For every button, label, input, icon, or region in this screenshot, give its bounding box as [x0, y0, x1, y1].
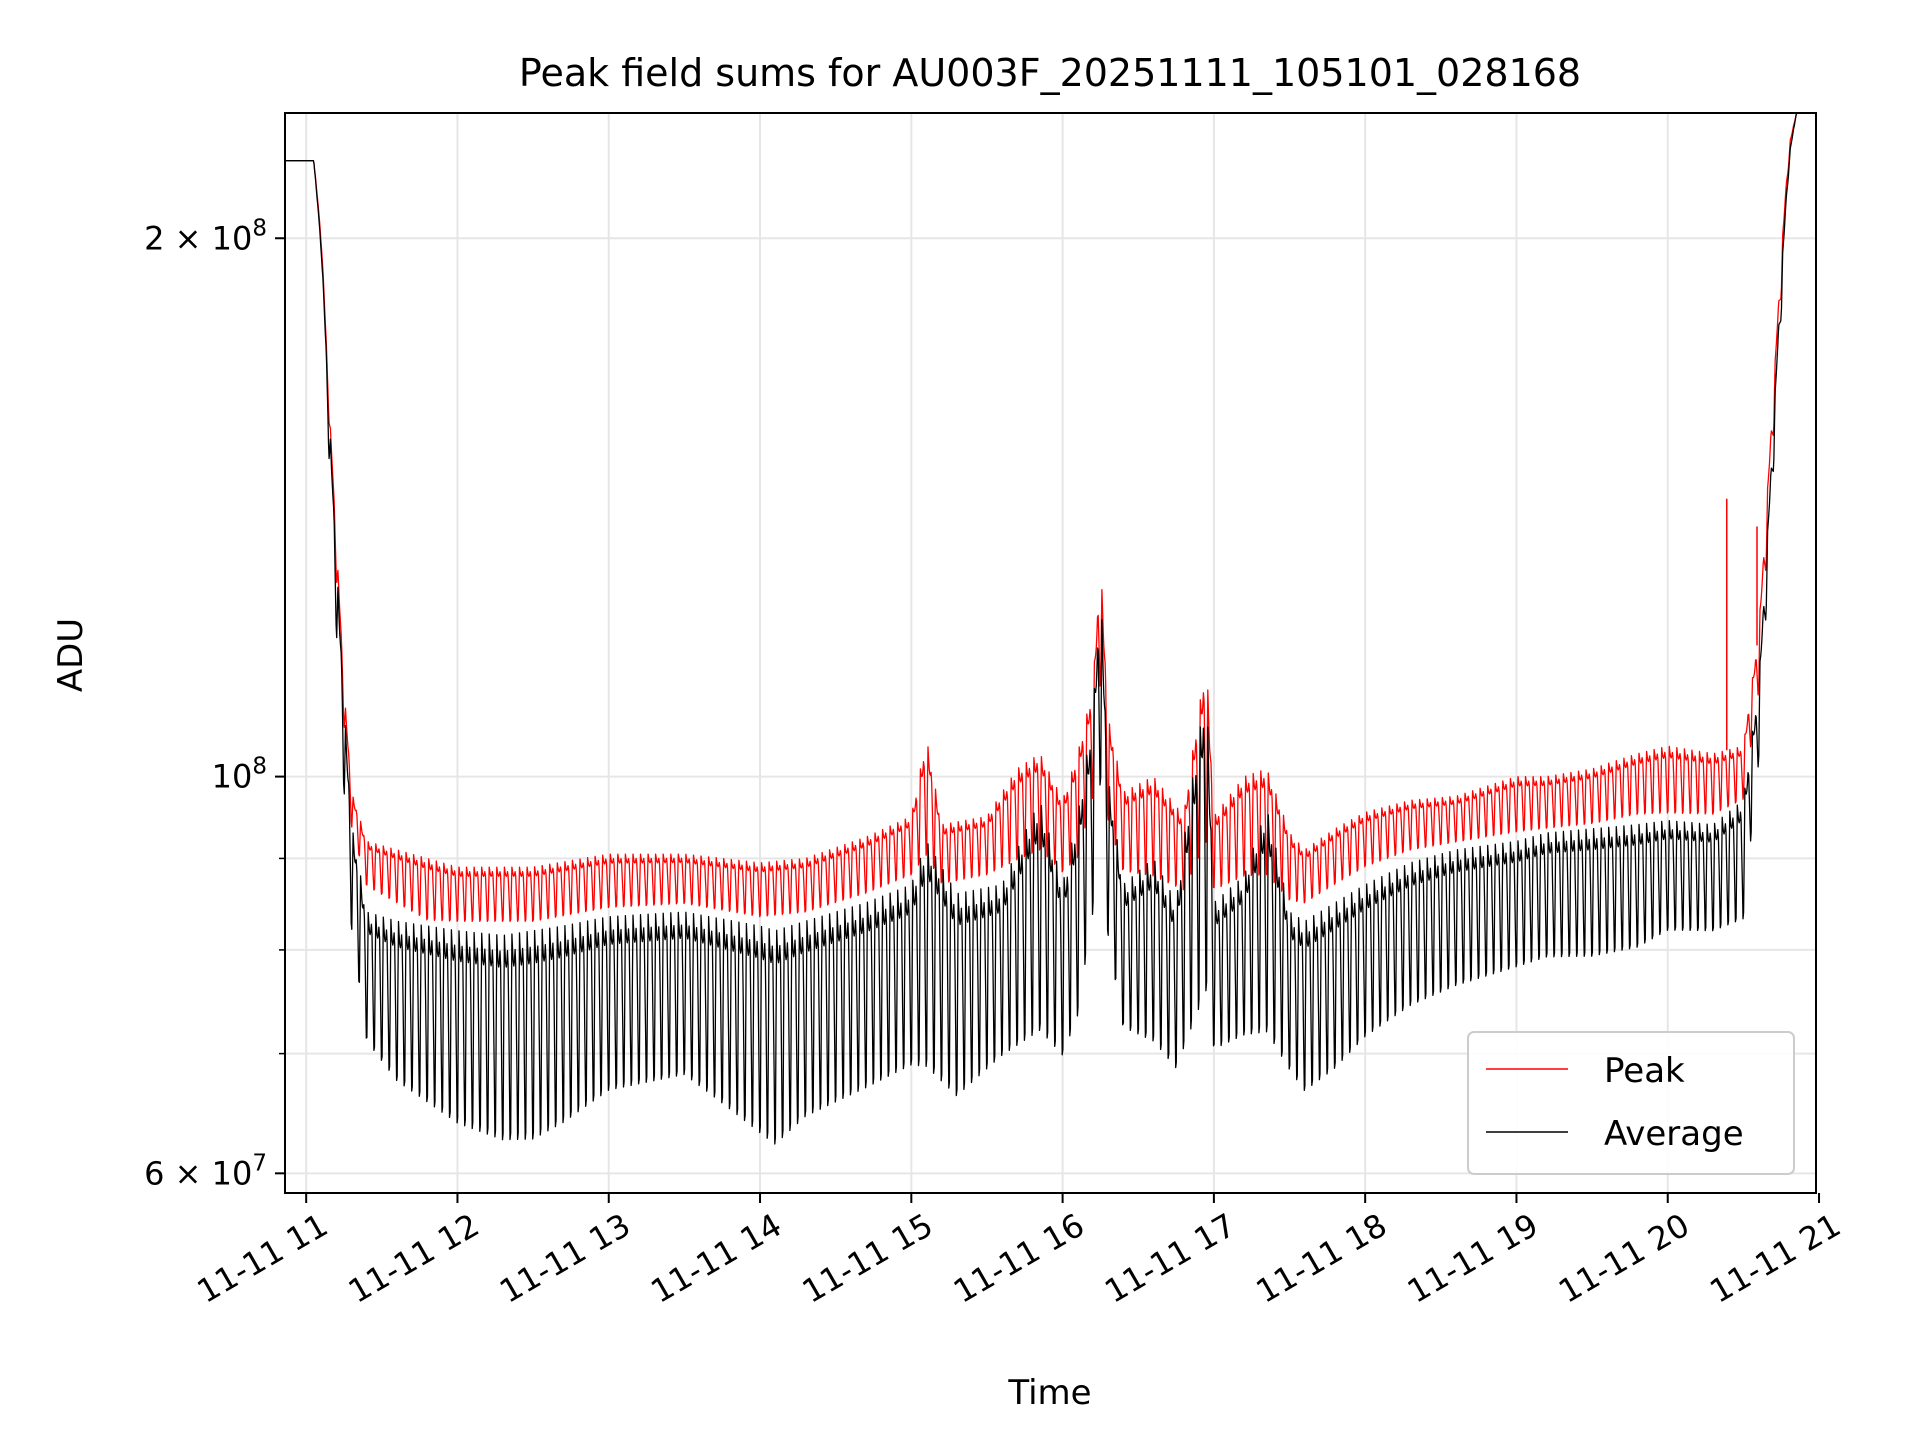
plot-series: [285, 113, 1816, 1145]
chart-title: Peak field sums for AU003F_20251111_1051…: [519, 51, 1581, 95]
legend-box: [1467, 1031, 1795, 1175]
legend-average-label: Average: [1604, 1114, 1744, 1154]
y-tick-label: 2 × 108: [144, 215, 267, 257]
legend: Peak Average: [1467, 1031, 1795, 1175]
legend-peak-label: Peak: [1604, 1051, 1685, 1091]
plot-frame: [284, 112, 1817, 1194]
average-series-line: [285, 113, 1816, 1145]
y-tick-label: 6 × 107: [144, 1150, 267, 1192]
x-axis-label: Time: [1007, 1373, 1091, 1413]
y-tick-label: 108: [212, 754, 267, 796]
y-axis-label: ADU: [51, 618, 91, 692]
peak-series-line: [285, 113, 1816, 922]
